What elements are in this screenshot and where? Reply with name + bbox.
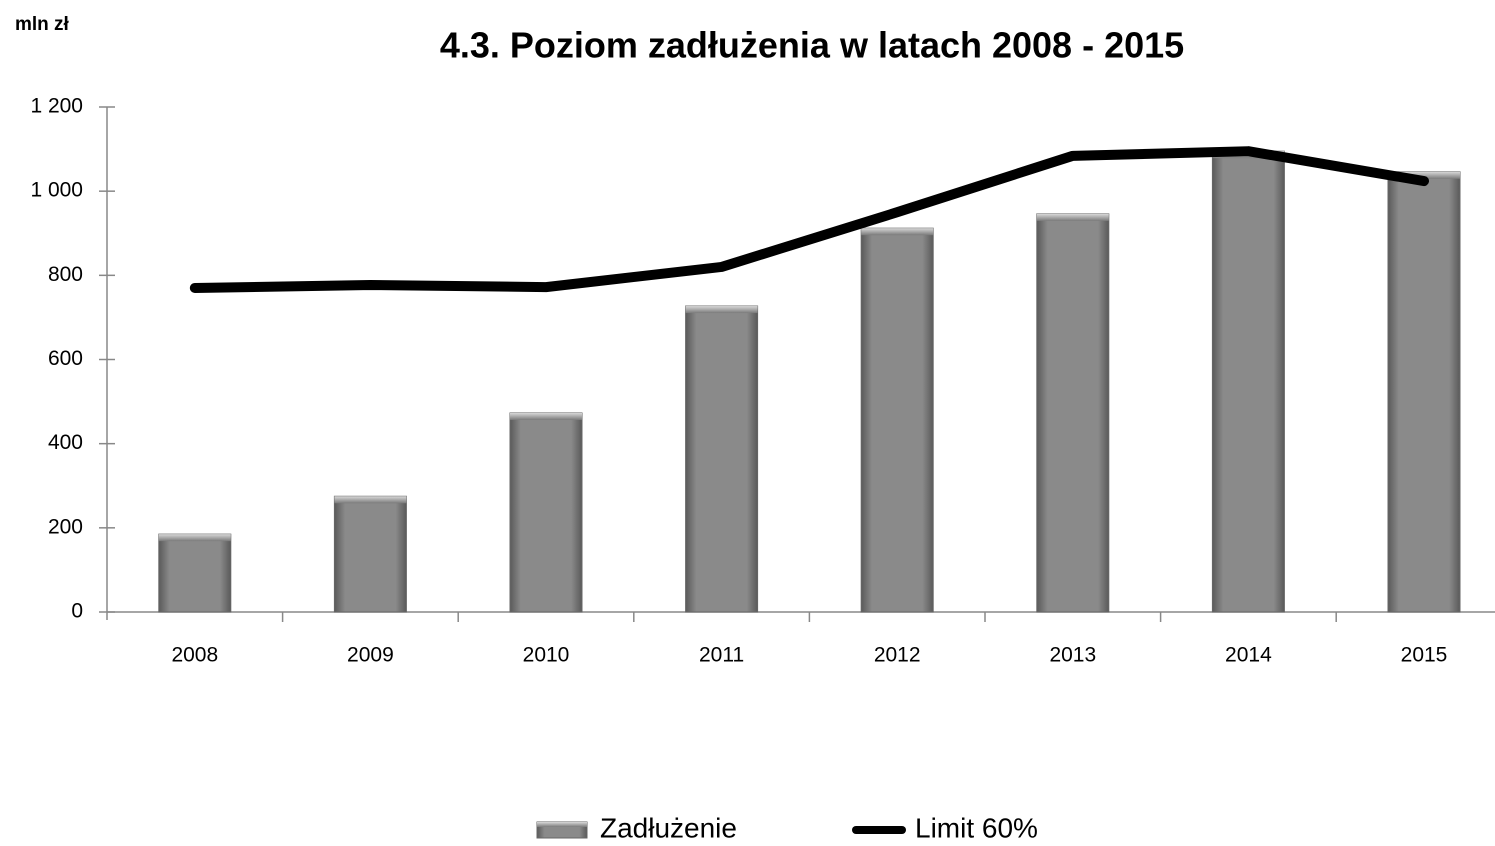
x-tick-label: 2013 — [1049, 644, 1096, 667]
bar — [333, 495, 407, 613]
y-tick-label: 800 — [48, 263, 83, 286]
legend-swatch-cap — [537, 822, 587, 827]
line — [189, 146, 1429, 293]
y-tick-label: 400 — [48, 431, 83, 454]
y-tick-label: 0 — [71, 600, 83, 623]
bar — [509, 412, 583, 613]
chart-title: 4.3. Poziom zadłużenia w latach 2008 - 2… — [440, 25, 1184, 66]
x-tick-label: 2008 — [171, 644, 218, 667]
y-tick-label: 1 200 — [30, 95, 83, 118]
x-tick-label: 2011 — [699, 644, 744, 667]
x-tick-label: 2015 — [1401, 644, 1448, 667]
bar-cap — [685, 306, 758, 314]
bar-cap — [334, 496, 407, 504]
x-tick-label: 2014 — [1225, 644, 1272, 667]
bar-cap — [158, 534, 231, 542]
y-axis-label: mln zł — [15, 14, 70, 35]
y-tick-label: 1 000 — [30, 179, 83, 202]
bar — [158, 533, 232, 613]
bar-cap — [861, 228, 934, 236]
bar — [1036, 213, 1110, 613]
x-tick-label: 2009 — [347, 644, 394, 667]
legend-label: Zadłużenie — [600, 812, 737, 843]
bar — [685, 305, 759, 613]
bar — [1211, 150, 1285, 613]
y-tick-label: 600 — [48, 347, 83, 370]
legend-label: Limit 60% — [915, 812, 1038, 843]
bar — [1387, 171, 1461, 613]
bar — [860, 227, 934, 613]
x-tick-label: 2012 — [874, 644, 921, 667]
bar-cap — [1036, 213, 1109, 221]
x-tick-label: 2010 — [523, 644, 570, 667]
bar-cap — [510, 412, 582, 420]
y-tick-label: 200 — [48, 515, 83, 538]
bar-cap — [1388, 171, 1460, 179]
